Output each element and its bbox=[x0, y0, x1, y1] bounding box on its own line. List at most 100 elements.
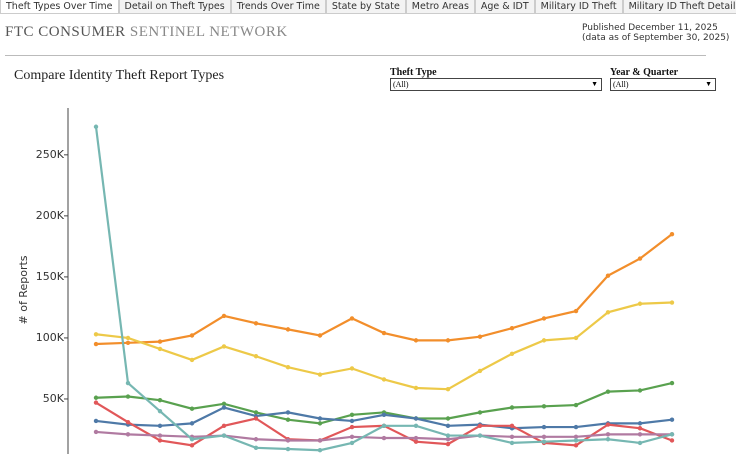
tab[interactable]: Military ID Theft Detail bbox=[622, 0, 736, 14]
data-point bbox=[541, 404, 547, 409]
data-point bbox=[637, 301, 643, 306]
published-date: Published December 11, 2025 bbox=[582, 23, 718, 33]
filter: Year & Quarter (All) bbox=[610, 67, 716, 91]
data-point bbox=[605, 432, 611, 437]
data-point bbox=[541, 434, 547, 440]
data-point bbox=[573, 443, 579, 448]
data-point bbox=[93, 341, 99, 347]
data-point bbox=[285, 410, 291, 415]
data-date: (data as of September 30, 2025) bbox=[582, 33, 730, 43]
data-point bbox=[541, 439, 547, 444]
data-point bbox=[573, 434, 579, 440]
data-point bbox=[349, 316, 355, 321]
y-axis-label: # of Reports bbox=[17, 255, 30, 324]
data-point bbox=[349, 412, 355, 418]
data-point bbox=[637, 432, 643, 437]
data-point bbox=[413, 416, 419, 421]
data-point bbox=[381, 330, 387, 336]
tab[interactable]: Metro Areas bbox=[405, 0, 475, 14]
divider bbox=[5, 55, 706, 56]
tab[interactable]: State by State bbox=[325, 0, 406, 14]
data-point bbox=[317, 438, 323, 443]
data-point bbox=[285, 327, 291, 332]
data-point bbox=[381, 377, 387, 382]
data-point bbox=[509, 423, 515, 429]
data-point bbox=[477, 334, 483, 339]
data-point bbox=[509, 405, 515, 410]
data-point bbox=[125, 335, 131, 341]
data-point bbox=[317, 421, 323, 426]
filter-label: Theft Type bbox=[390, 67, 437, 78]
data-point bbox=[221, 313, 227, 319]
data-point bbox=[509, 325, 515, 331]
data-point bbox=[157, 346, 163, 352]
data-point bbox=[349, 440, 355, 446]
data-point bbox=[477, 433, 483, 438]
data-point bbox=[669, 231, 675, 237]
data-point bbox=[381, 412, 387, 418]
y-tick-label: 150K bbox=[36, 270, 65, 283]
published: Published December 11, 2025 (data as of S… bbox=[582, 23, 729, 43]
y-tick-label: 50K bbox=[43, 392, 65, 405]
tab[interactable]: Military ID Theft bbox=[534, 0, 623, 14]
dropdown[interactable]: (All) bbox=[610, 78, 716, 91]
data-point bbox=[157, 433, 163, 438]
data-point bbox=[189, 333, 195, 338]
data-point bbox=[605, 310, 611, 315]
data-point bbox=[413, 435, 419, 441]
data-point bbox=[637, 421, 643, 426]
data-point bbox=[253, 321, 259, 326]
data-point bbox=[605, 422, 611, 427]
header-title: SENTINEL NETWORK bbox=[129, 24, 288, 40]
chart-title: Compare Identity Theft Report Types bbox=[14, 68, 225, 83]
data-point bbox=[221, 405, 227, 410]
data-point bbox=[93, 429, 99, 435]
tab[interactable]: Theft Types Over Time bbox=[0, 0, 119, 14]
data-point bbox=[157, 397, 163, 403]
data-point bbox=[573, 402, 579, 408]
data-point bbox=[573, 308, 579, 314]
data-point bbox=[445, 441, 451, 447]
data-point bbox=[157, 423, 163, 429]
data-point bbox=[317, 372, 323, 377]
data-point bbox=[445, 338, 451, 343]
data-point bbox=[413, 439, 419, 444]
data-point bbox=[189, 443, 195, 448]
data-point bbox=[253, 354, 259, 359]
data-point bbox=[285, 438, 291, 443]
data-point bbox=[125, 432, 131, 437]
data-point bbox=[317, 416, 323, 421]
data-point bbox=[349, 434, 355, 440]
data-point bbox=[669, 380, 675, 386]
header-title: FTC CONSUMER bbox=[5, 24, 126, 40]
tab[interactable]: Age & IDT bbox=[474, 0, 535, 14]
series-line bbox=[95, 382, 673, 425]
y-tick-label: 100K bbox=[36, 331, 65, 344]
data-point bbox=[445, 437, 451, 442]
data-point bbox=[253, 410, 259, 415]
data-point bbox=[541, 338, 547, 343]
tab[interactable]: Detail on Theft Types bbox=[118, 0, 231, 14]
data-point bbox=[349, 424, 355, 430]
data-point bbox=[93, 418, 99, 424]
data-point bbox=[285, 417, 291, 422]
y-tick-label: 200K bbox=[36, 209, 65, 222]
data-point bbox=[349, 366, 355, 371]
data-point bbox=[125, 340, 131, 346]
dropdown[interactable]: (All) bbox=[390, 78, 602, 91]
data-point bbox=[93, 332, 99, 337]
data-point bbox=[541, 424, 547, 430]
data-point bbox=[253, 437, 259, 442]
data-point bbox=[637, 440, 643, 446]
data-point bbox=[573, 424, 579, 430]
tab[interactable]: Trends Over Time bbox=[230, 0, 326, 14]
data-point bbox=[189, 357, 195, 363]
data-point bbox=[573, 335, 579, 341]
data-point bbox=[477, 410, 483, 415]
data-point bbox=[189, 421, 195, 426]
data-point bbox=[477, 423, 483, 429]
data-point bbox=[605, 389, 611, 394]
series-line bbox=[95, 233, 673, 346]
data-point bbox=[349, 418, 355, 424]
